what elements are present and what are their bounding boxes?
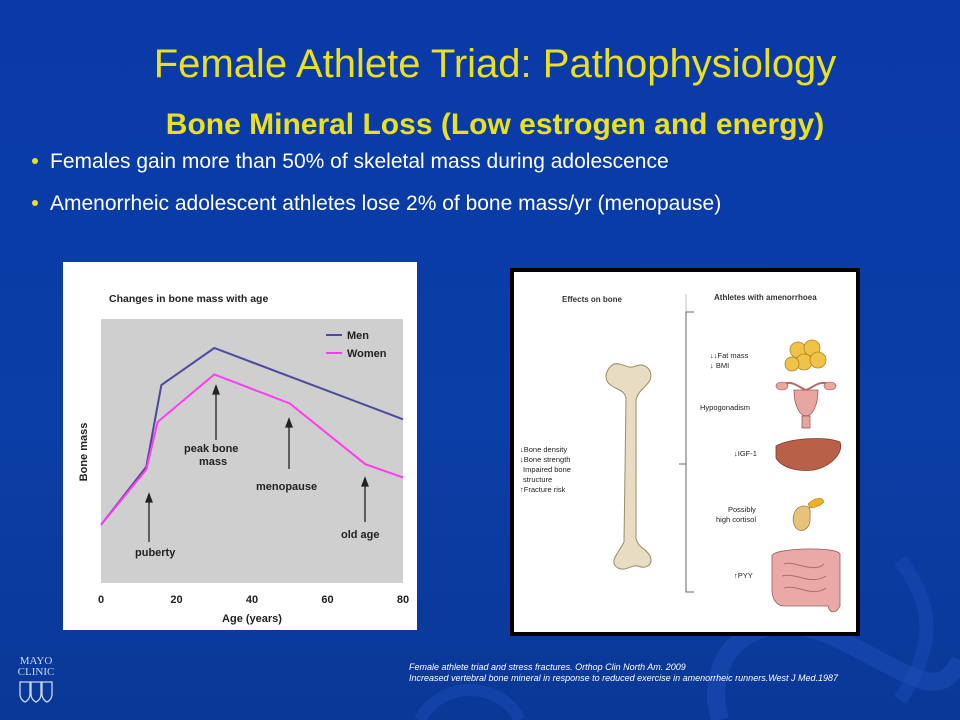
bone-mass-chart: Changes in bone mass with age Men Women … (78, 293, 409, 625)
uterus-icon (775, 381, 837, 429)
x-tick-label: 20 (170, 594, 182, 606)
factor-cortisol: high cortisol (716, 515, 756, 524)
femur-bone-illustration (605, 363, 652, 570)
effects-diagram-frame: Effects on bone Athletes with amenorrhoe… (510, 268, 860, 636)
factor-bmi: ↓ BMI (710, 361, 729, 370)
liver-icon (775, 438, 842, 471)
bone-effect-text: structure (523, 475, 552, 484)
bullet-item: Amenorrheic adolescent athletes lose 2% … (30, 192, 721, 215)
factor-hypogonadism: Hypogonadism (700, 403, 750, 412)
bone-effect-text: ↓Bone density (520, 445, 567, 454)
bone-effect-text: ↑Fracture risk (520, 485, 566, 494)
x-axis-label: Age (years) (222, 613, 282, 625)
annotation-puberty: puberty (135, 547, 176, 559)
reference-line: Female athlete triad and stress fracture… (409, 662, 686, 672)
effects-diagram-panel: Effects on bone Athletes with amenorrhoe… (514, 272, 856, 632)
adrenal-gland-icon (792, 498, 825, 531)
factor-igf1: ↓IGF-1 (734, 449, 757, 458)
bullet-item: Females gain more than 50% of skeletal m… (30, 150, 721, 173)
shield-logo-icon (19, 681, 53, 703)
x-tick-label: 40 (246, 594, 258, 606)
x-tick-label: 0 (98, 594, 104, 606)
annotation-peak-line2: mass (199, 456, 227, 468)
x-tick-label: 60 (321, 594, 333, 606)
reference-line: Increased vertebral bone mineral in resp… (409, 673, 839, 683)
y-axis-label: Bone mass (78, 423, 90, 482)
mayo-clinic-logo: MAYO CLINIC (12, 656, 60, 704)
slide-subtitle: Bone Mineral Loss (Low estrogen and ener… (165, 108, 825, 141)
fat-cells-icon (784, 339, 827, 372)
intestines-icon (771, 548, 841, 613)
series-women-line (100, 373, 404, 526)
logo-line: MAYO (19, 655, 53, 667)
chart-title: Changes in bone mass with age (109, 293, 268, 305)
factor-possibly: Possibly (728, 505, 756, 514)
legend-men-label: Men (347, 330, 369, 342)
effects-right-header: Athletes with amenorrhoea (714, 293, 817, 302)
bracket (685, 311, 694, 593)
legend-women-label: Women (347, 348, 387, 360)
effects-left-header: Effects on bone (562, 295, 623, 304)
series-men-line (100, 346, 404, 526)
logo-line: CLINIC (17, 666, 55, 678)
annotation-peak-line1: peak bone (184, 443, 238, 455)
references: Female athlete triad and stress fracture… (409, 662, 838, 684)
x-tick-label: 80 (397, 594, 409, 606)
bone-mass-chart-panel: Changes in bone mass with age Men Women … (63, 262, 417, 630)
factor-pyy: ↑PYY (734, 571, 753, 580)
bone-effect-text: ↓Bone strength (520, 455, 570, 464)
effects-diagram: Effects on bone Athletes with amenorrhoe… (520, 293, 842, 613)
bone-effect-text: Impaired bone (523, 465, 571, 474)
annotation-arrows (145, 384, 369, 542)
annotation-old-age: old age (341, 529, 380, 541)
factor-fat-mass: ↓↓Fat mass (710, 351, 749, 360)
bullet-list: Females gain more than 50% of skeletal m… (30, 150, 721, 234)
slide-title: Female Athlete Triad: Pathophysiology (153, 42, 837, 86)
annotation-menopause: menopause (256, 481, 317, 493)
